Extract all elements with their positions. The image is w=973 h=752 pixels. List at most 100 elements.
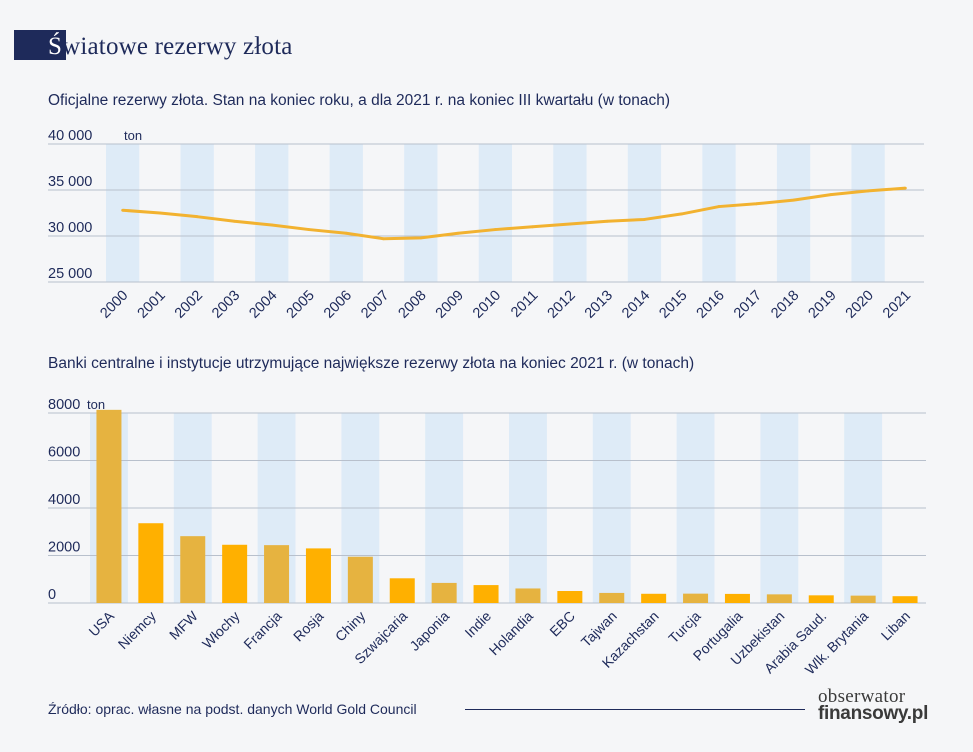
data-point [121, 208, 125, 212]
x-tick-label: 2017 [731, 288, 765, 322]
x-tick-label: 2005 [284, 288, 318, 322]
bar [138, 523, 164, 603]
year-band [776, 144, 811, 282]
logo-line-1: obserwator [818, 686, 906, 707]
page-title: Światowe rezerwy złota [48, 33, 293, 61]
data-point [680, 212, 684, 216]
y-tick-label: 35 000 [48, 174, 92, 190]
x-tick-label: 2000 [97, 288, 131, 322]
data-point [270, 223, 274, 227]
y-tick-label: 25 000 [48, 266, 92, 282]
line-chart-title: Oficjalne rezerwy złota. Stan na koniec … [48, 92, 671, 109]
data-point [195, 215, 199, 219]
x-tick-label: 2013 [582, 288, 616, 322]
year-band [180, 144, 214, 282]
data-point [792, 198, 795, 202]
data-point [307, 228, 311, 231]
data-point [456, 231, 460, 235]
bar-chart-title: Banki centralne i instytucje utrzymujące… [48, 355, 695, 372]
data-point [829, 193, 833, 196]
x-tick-label: USA [85, 607, 117, 639]
x-tick-label: Chiny [332, 608, 369, 645]
x-tick-label: Japonia [406, 608, 452, 654]
x-tick-label: 2003 [209, 288, 243, 322]
logo-line-2: finansowy.pl [818, 703, 929, 724]
bar [557, 591, 583, 603]
bar [264, 545, 290, 603]
x-tick-label: Holandia [486, 608, 537, 659]
source-note: Źródło: oprac. własne na podst. danych W… [48, 701, 417, 717]
data-point [866, 189, 870, 193]
bar [389, 578, 415, 603]
x-tick-label: 2015 [656, 288, 690, 322]
x-tick-label: 2012 [545, 288, 579, 322]
x-tick-label: Rosja [290, 608, 327, 645]
year-band [702, 144, 736, 282]
data-point [717, 205, 721, 208]
data-point [382, 237, 385, 241]
bar [515, 588, 541, 603]
year-band [404, 144, 438, 282]
bar [683, 593, 709, 603]
x-tick-label: Turcja [665, 608, 704, 647]
x-tick-label: 2011 [508, 288, 541, 321]
x-tick-label: 2014 [619, 288, 653, 322]
bar [892, 596, 918, 603]
bar [724, 593, 750, 603]
data-point [493, 228, 497, 231]
bar [305, 548, 331, 603]
x-tick-label: 2004 [246, 288, 280, 322]
data-point [158, 211, 162, 215]
year-band [329, 144, 363, 282]
y-tick-label: 6000 [48, 445, 80, 461]
x-tick-label: 2020 [843, 288, 877, 322]
y-tick-label: 8000 [48, 397, 80, 413]
title-rest: wiatowe rezerwy złota [62, 33, 293, 60]
bar [808, 595, 834, 603]
bar [473, 585, 499, 603]
y-tick-label: 4000 [48, 492, 80, 508]
x-tick-label: 2008 [396, 288, 430, 322]
data-point [531, 225, 535, 229]
y-unit-label: ton [87, 397, 105, 412]
source-divider [465, 709, 805, 710]
y-tick-label: 30 000 [48, 220, 92, 236]
year-band [478, 144, 512, 282]
bar [222, 544, 248, 603]
x-tick-label: 2021 [880, 288, 914, 322]
year-band [851, 144, 885, 282]
y-unit-label: ton [124, 128, 142, 143]
data-point [568, 222, 572, 226]
x-tick-label: MFW [166, 607, 202, 643]
data-point [419, 236, 423, 240]
y-tick-label: 40 000 [48, 128, 92, 144]
x-tick-label: 2009 [433, 288, 467, 322]
x-tick-label: Liban [878, 608, 914, 644]
data-point [754, 202, 758, 206]
x-tick-label: 2001 [135, 288, 169, 322]
data-point [643, 218, 646, 221]
bar [431, 582, 457, 603]
x-tick-label: Francja [240, 608, 284, 652]
x-tick-label: Indie [461, 608, 494, 641]
x-tick-label: EBC [546, 608, 578, 640]
bar [347, 556, 373, 603]
data-point [605, 219, 609, 223]
y-tick-label: 0 [48, 587, 56, 603]
brand-logo: obserwator finansowy.pl [818, 686, 938, 724]
bar [766, 594, 792, 603]
x-tick-label: 2006 [321, 288, 355, 322]
data-point [903, 186, 907, 190]
x-tick-label: Włochy [199, 608, 243, 652]
x-tick-label: 2016 [694, 288, 728, 322]
x-tick-label: 2007 [358, 288, 392, 322]
x-tick-label: 2002 [172, 288, 206, 322]
bar [96, 409, 122, 603]
bar [180, 536, 206, 603]
title-first-letter: Ś [48, 33, 63, 60]
year-band [106, 144, 140, 282]
year-band [255, 144, 289, 282]
